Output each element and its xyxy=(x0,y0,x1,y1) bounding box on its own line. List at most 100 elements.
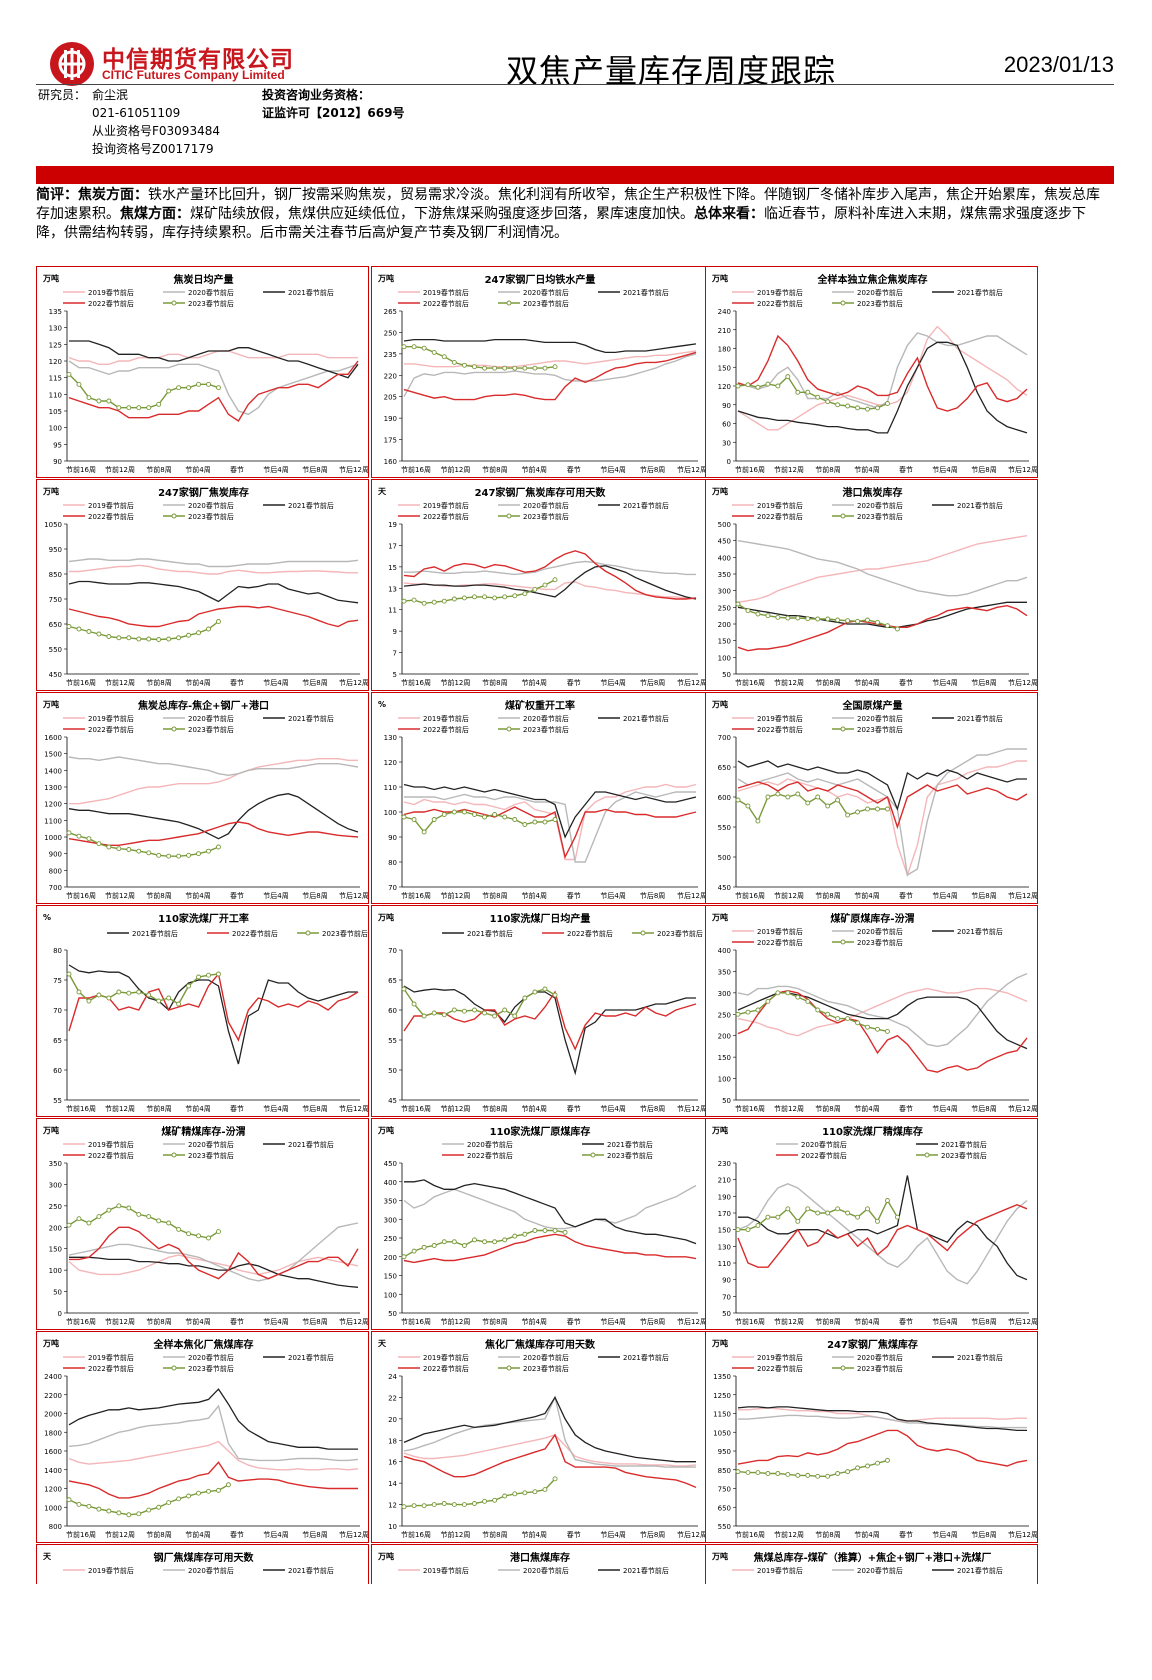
series-point xyxy=(552,364,558,370)
series-point xyxy=(106,995,112,1001)
legend-label: 2021春节前后 xyxy=(957,501,1003,510)
series-point xyxy=(855,1214,861,1220)
chart-unit: 万吨 xyxy=(711,699,728,709)
chart-unit: 万吨 xyxy=(377,1125,394,1135)
series-point xyxy=(206,1488,211,1494)
chart-unit: 万吨 xyxy=(377,273,394,283)
series-point xyxy=(855,1020,861,1026)
x-tick-label: 节前4周 xyxy=(522,465,547,474)
y-tick-label: 160 xyxy=(384,458,397,466)
series-point xyxy=(755,384,761,390)
y-tick-label: 50 xyxy=(388,1310,397,1318)
citic-logo-icon xyxy=(50,42,94,86)
chart-svg: 万吨 港口焦炭库存 2019春节前后 2020春节前后 2021春节前后 2022春节前后… xyxy=(711,486,1037,687)
y-tick-label: 100 xyxy=(718,1076,731,1084)
y-tick-label: 7 xyxy=(393,650,397,658)
series-point xyxy=(176,635,182,641)
chart-unit: 万吨 xyxy=(377,1551,394,1561)
series-point xyxy=(542,1487,548,1493)
series-point xyxy=(795,1218,801,1224)
series-point xyxy=(482,594,488,600)
legend-label: 2019春节前后 xyxy=(88,1566,134,1575)
x-tick-label: 节后12周 xyxy=(677,678,707,687)
series-point xyxy=(502,1237,508,1243)
series-line-s2019 xyxy=(404,350,697,368)
series-point xyxy=(216,1487,221,1493)
x-tick-label: 节前16周 xyxy=(735,891,765,900)
series-point xyxy=(472,1501,477,1506)
series-point xyxy=(552,992,558,998)
series-point xyxy=(116,1203,122,1209)
series-point xyxy=(482,1498,488,1504)
series-line-s2022 xyxy=(68,1461,358,1499)
x-tick-label: 节前12周 xyxy=(105,1317,135,1326)
series-line-s2022 xyxy=(68,972,359,1042)
series-point xyxy=(865,406,871,412)
x-tick-label: 节后4周 xyxy=(263,1104,288,1113)
series-point xyxy=(401,814,407,820)
report-title: 双焦产量库存周度跟踪 xyxy=(506,52,837,90)
series-point xyxy=(166,636,172,642)
y-tick-label: 800 xyxy=(49,867,62,875)
x-tick-label: 节前12周 xyxy=(774,1104,804,1113)
y-tick-label: 450 xyxy=(384,1160,397,1168)
series-point xyxy=(401,986,407,992)
x-tick-label: 节前8周 xyxy=(815,465,840,474)
series-point xyxy=(745,608,751,614)
series-point xyxy=(76,381,82,387)
series-point xyxy=(845,1016,851,1022)
legend-label: 2019春节前后 xyxy=(88,288,134,297)
x-tick-label: 节后4周 xyxy=(600,1317,625,1326)
series-point xyxy=(136,636,142,642)
x-tick-label: 节前8周 xyxy=(146,678,171,687)
researcher-name: 俞尘泯 xyxy=(92,88,129,102)
series-point xyxy=(411,1001,417,1007)
series-point xyxy=(492,595,498,601)
series-line-s2023 xyxy=(737,375,888,410)
series-point xyxy=(552,1228,558,1233)
legend-label: 2020春节前后 xyxy=(523,288,569,297)
y-tick-label: 150 xyxy=(718,364,731,372)
legend-label: 2023春节前后 xyxy=(857,725,903,734)
series-point xyxy=(835,617,841,623)
series-point xyxy=(894,626,900,632)
x-tick-label: 春节 xyxy=(899,891,913,900)
chart-panel: 万吨 全国原煤产量 2019春节前后 2020春节前后 2021春节前后 2022春节前后… xyxy=(705,692,1038,904)
legend-label: 2020春节前后 xyxy=(188,501,234,510)
series-line-s2022 xyxy=(403,1433,697,1489)
y-tick-label: 18 xyxy=(388,1437,397,1445)
series-point xyxy=(532,1489,538,1495)
series-line-s2020 xyxy=(68,1404,359,1462)
y-tick-label: 55 xyxy=(388,1037,397,1045)
chart-unit: 万吨 xyxy=(377,912,394,922)
legend-label: 2019春节前后 xyxy=(423,1353,469,1362)
y-tick-label: 80 xyxy=(388,859,397,867)
legend-label: 2019春节前后 xyxy=(423,1566,469,1575)
series-line-s2020 xyxy=(403,353,697,398)
legend-label: 2021春节前后 xyxy=(623,714,669,723)
legend-label: 2021春节前后 xyxy=(623,501,669,510)
legend-label: 2022春节前后 xyxy=(467,1151,513,1160)
y-tick-label: 135 xyxy=(49,308,62,316)
series-point xyxy=(865,617,871,623)
y-tick-label: 14 xyxy=(388,1480,397,1488)
legend-label: 2020春节前后 xyxy=(857,1566,903,1575)
series-line-s2021 xyxy=(69,340,359,379)
legend-label: 2021春节前后 xyxy=(288,1140,334,1149)
summary-coal-text: 煤矿陆续放假，焦煤供应延续低位，下游焦煤采购强度逐步回落，累库速度加快。 xyxy=(190,206,694,222)
y-tick-label: 210 xyxy=(718,327,731,335)
series-point xyxy=(441,1501,447,1506)
y-tick-label: 1100 xyxy=(44,817,62,825)
x-tick-label: 节后12周 xyxy=(1008,465,1038,474)
series-point xyxy=(461,595,467,601)
legend-label: 2021春节前后 xyxy=(957,1566,1003,1575)
legend-label: 2020春节前后 xyxy=(857,501,903,510)
legend-label: 2021春节前后 xyxy=(288,1566,334,1575)
y-tick-label: 170 xyxy=(718,1210,731,1218)
chart-svg: 天 钢厂焦煤库存可用天数 2019春节前后 2020春节前后 2021春节前后 xyxy=(43,1551,334,1575)
y-tick-label: 220 xyxy=(384,372,397,380)
legend-label: 2022春节前后 xyxy=(757,512,803,521)
y-tick-label: 20 xyxy=(388,1416,397,1424)
legend-label: 2023春节前后 xyxy=(657,929,703,938)
series-point xyxy=(775,791,781,797)
